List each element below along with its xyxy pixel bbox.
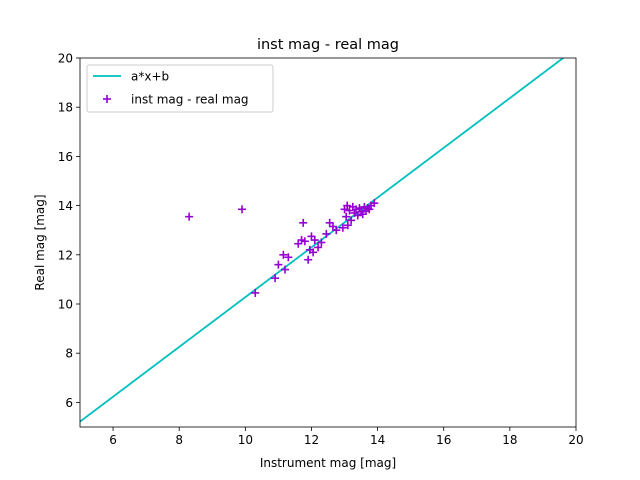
y-tick-label: 14 <box>58 199 73 213</box>
data-point-plus <box>314 243 323 252</box>
data-point-plus <box>342 212 351 221</box>
legend-label-line: a*x+b <box>131 70 169 84</box>
data-point-plus <box>355 204 364 213</box>
data-point-plus <box>317 238 326 247</box>
data-point-plus <box>281 265 290 274</box>
data-point-plus <box>238 205 247 214</box>
y-tick-label: 12 <box>58 248 73 262</box>
x-tick-label: 16 <box>436 433 451 447</box>
x-tick-label: 6 <box>109 433 117 447</box>
x-tick-label: 10 <box>238 433 253 447</box>
x-tick-label: 14 <box>370 433 385 447</box>
data-point-plus <box>251 288 260 297</box>
data-point-plus <box>279 250 288 259</box>
y-tick-label: 8 <box>65 347 73 361</box>
data-point-plus <box>299 218 308 227</box>
data-point-plus <box>365 205 374 214</box>
data-point-plus <box>309 248 318 257</box>
legend-marker-swatch <box>103 95 111 103</box>
x-axis-label: Instrument mag [mag] <box>260 456 396 470</box>
y-tick-label: 16 <box>58 150 73 164</box>
plot-frame <box>79 57 577 428</box>
data-point-plus <box>322 229 331 238</box>
data-point-plus <box>274 260 283 269</box>
x-tick-label: 8 <box>175 433 183 447</box>
data-point-plus <box>347 216 356 225</box>
y-tick-label: 18 <box>58 101 73 115</box>
x-tick-label: 12 <box>304 433 319 447</box>
data-point-plus <box>284 253 293 262</box>
y-axis-label: Real mag [mag] <box>33 194 47 290</box>
legend-label-scatter: inst mag - real mag <box>131 93 249 107</box>
legend: a*x+b inst mag - real mag <box>86 64 274 113</box>
data-point-plus <box>370 199 379 208</box>
data-point-plus <box>332 226 341 235</box>
y-tick-label: 20 <box>58 52 73 66</box>
y-tick-label: 6 <box>65 396 73 410</box>
x-tick-label: 20 <box>568 433 583 447</box>
data-point-plus <box>310 236 319 245</box>
y-tick-label: 10 <box>58 298 73 312</box>
data-point-plus <box>338 223 347 232</box>
data-point-plus <box>300 237 309 246</box>
data-point-plus <box>271 274 280 283</box>
data-point-plus <box>343 221 352 230</box>
plot-area <box>80 58 576 427</box>
data-point-plus <box>185 212 194 221</box>
x-tick-label: 18 <box>502 433 517 447</box>
legend-box <box>86 64 274 113</box>
data-point-plus <box>343 201 352 210</box>
chart-title: inst mag - real mag <box>257 37 399 53</box>
data-point-plus <box>304 255 313 264</box>
